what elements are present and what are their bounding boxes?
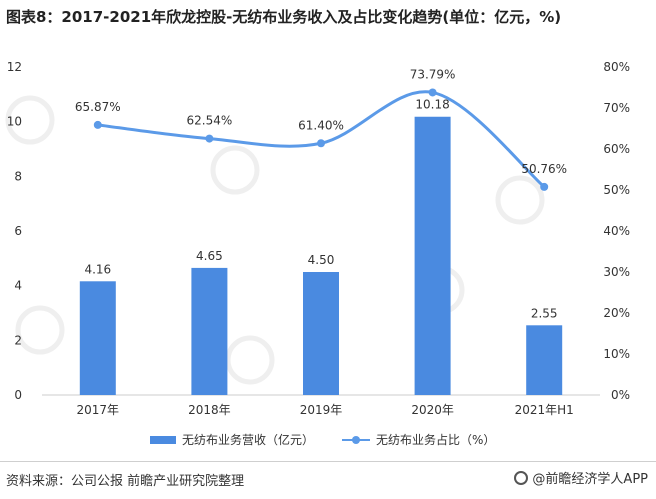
left-tick-label: 0 — [14, 388, 22, 402]
chart-title: 图表8：2017-2021年欣龙控股-无纺布业务收入及占比变化趋势(单位：亿元，… — [6, 8, 562, 26]
bar-value-label: 4.50 — [308, 253, 335, 267]
legend-item-bar: 无纺布业务营收（亿元） — [150, 431, 314, 448]
line-value-label: 62.54% — [187, 114, 233, 128]
left-tick-label: 2 — [14, 333, 22, 347]
x-axis-labels: 2017年 2018年 2019年 2020年 2021年H1 — [77, 403, 574, 417]
line-point — [317, 139, 325, 148]
bar-series — [79, 116, 563, 395]
bar-value-label: 4.16 — [84, 262, 111, 276]
left-tick-label: 12 — [7, 60, 22, 74]
brand: @前瞻经济学人APP — [514, 468, 648, 487]
legend-line-label: 无纺布业务占比（%） — [376, 433, 496, 447]
right-tick-label: 40% — [603, 224, 630, 238]
right-tick-label: 80% — [603, 60, 630, 74]
legend-item-line: 无纺布业务占比（%） — [342, 431, 495, 448]
left-axis: 0 2 4 6 8 10 12 — [7, 60, 22, 402]
right-axis: 0% 10% 20% 30% 40% 50% 60% 70% 80% — [603, 60, 630, 402]
line-value-label: 61.40% — [298, 118, 344, 132]
source-note: 资料来源：公司公报 前瞻产业研究院整理 — [6, 474, 245, 489]
watermark-icon — [15, 305, 65, 355]
legend-bar-label: 无纺布业务营收（亿元） — [182, 433, 315, 447]
right-tick-label: 20% — [603, 306, 630, 320]
watermark-icon — [225, 335, 275, 385]
line-point — [540, 182, 549, 191]
line-points — [93, 88, 549, 191]
x-tick-label: 2017年 — [77, 403, 120, 417]
right-tick-label: 10% — [603, 347, 630, 361]
bar-value-label: 10.18 — [415, 98, 449, 112]
footer-divider — [0, 461, 656, 462]
line-value-label: 50.76% — [521, 162, 567, 176]
watermark-icon — [495, 175, 545, 225]
line-series — [97, 90, 546, 189]
line-point — [93, 120, 102, 129]
legend-line-swatch — [342, 435, 371, 445]
left-tick-label: 8 — [14, 169, 22, 183]
bar-value-label: 4.65 — [196, 249, 223, 263]
bar — [79, 281, 116, 395]
left-tick-label: 10 — [7, 115, 22, 129]
right-tick-label: 70% — [603, 101, 630, 115]
x-tick-label: 2018年 — [188, 403, 231, 417]
bar — [414, 116, 451, 395]
left-tick-label: 4 — [14, 279, 22, 293]
right-tick-label: 50% — [603, 183, 630, 197]
legend-bar-swatch — [150, 435, 176, 444]
brand-label: @前瞻经济学人APP — [532, 472, 648, 487]
bar-labels: 4.16 4.65 4.50 10.18 2.55 — [84, 98, 557, 321]
line-point — [205, 134, 214, 143]
line-point — [428, 88, 437, 97]
watermark-layer — [5, 95, 545, 385]
watermark-icon — [210, 145, 260, 195]
line-value-label: 65.87% — [75, 100, 121, 114]
left-tick-label: 6 — [14, 224, 22, 238]
right-tick-label: 30% — [603, 265, 630, 279]
x-tick-label: 2019年 — [300, 403, 343, 417]
x-tick-label: 2020年 — [411, 403, 454, 417]
line-value-label: 73.79% — [410, 67, 456, 81]
watermark-icon — [5, 95, 55, 145]
bar — [526, 325, 563, 395]
legend: 无纺布业务营收（亿元） 无纺布业务占比（%） — [150, 431, 523, 448]
right-tick-label: 60% — [603, 142, 630, 156]
right-tick-label: 0% — [611, 388, 630, 402]
bar-value-label: 2.55 — [531, 306, 558, 320]
bar — [303, 272, 339, 395]
x-tick-label: 2021年H1 — [515, 403, 574, 417]
line-labels: 65.87% 62.54% 61.40% 73.79% 50.76% — [75, 67, 567, 175]
bar — [191, 267, 228, 395]
brand-logo-icon — [514, 470, 529, 485]
